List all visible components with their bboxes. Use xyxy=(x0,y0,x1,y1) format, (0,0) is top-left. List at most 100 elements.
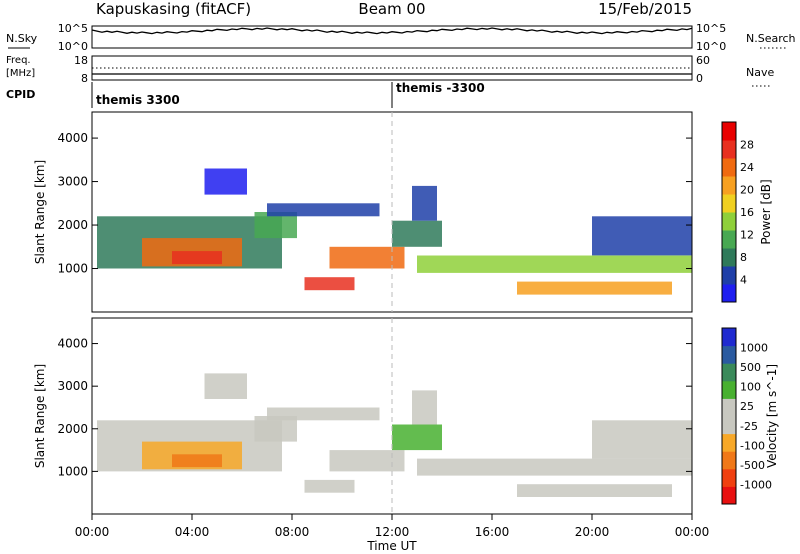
power-heatmap xyxy=(97,168,692,295)
power-colorbar-label: Power [dB] xyxy=(759,179,773,244)
velocity-colorbar-swatch xyxy=(722,433,736,452)
power-colorbar-tick: 8 xyxy=(740,251,747,264)
velocity-cell xyxy=(517,484,672,497)
power-y-tick-label: 1000 xyxy=(57,262,88,276)
velocity-colorbar-swatch xyxy=(722,328,736,347)
nsky-panel xyxy=(91,25,693,49)
power-cell xyxy=(204,168,247,195)
velocity-colorbar-swatch xyxy=(722,486,736,505)
power-cell xyxy=(172,251,222,265)
power-colorbar-tick: 20 xyxy=(740,184,754,197)
velocity-cell xyxy=(412,390,437,425)
x-tick-label: 00:00 xyxy=(675,525,710,539)
power-colorbar-swatch xyxy=(722,212,736,231)
velocity-cell xyxy=(304,479,355,493)
velocity-colorbar-swatch xyxy=(722,380,736,399)
power-cell xyxy=(412,185,437,221)
power-colorbar: 4 8 12 16 20 24 28 xyxy=(721,121,754,303)
velocity-heatmap xyxy=(97,373,692,497)
velocity-colorbar-tick: -25 xyxy=(740,420,758,433)
velocity-y-tick-label: 4000 xyxy=(57,337,88,351)
velocity-y-tick-label: 3000 xyxy=(57,379,88,393)
date-title: 15/Feb/2015 xyxy=(598,0,692,18)
power-colorbar-swatch xyxy=(722,194,736,213)
power-colorbar-swatch xyxy=(722,176,736,195)
freq-label: Freq. xyxy=(6,55,31,66)
cpid-entry-1: themis 3300 xyxy=(96,93,180,107)
power-colorbar-tick: 24 xyxy=(740,161,754,174)
power-cell xyxy=(304,277,355,291)
power-cell xyxy=(592,216,692,256)
velocity-colorbar-swatch xyxy=(722,468,736,487)
cpid-label: CPID xyxy=(6,88,35,101)
power-colorbar-swatch xyxy=(722,266,736,285)
velocity-colorbar-tick: -1000 xyxy=(740,478,772,491)
nsearch-tick-high: 10^5 xyxy=(696,22,726,35)
velocity-colorbar-tick: 500 xyxy=(740,361,761,374)
x-tick-label: 16:00 xyxy=(475,525,510,539)
power-cell xyxy=(417,255,692,273)
velocity-colorbar-swatch xyxy=(722,363,736,382)
power-cell xyxy=(392,220,442,247)
power-cell xyxy=(517,281,672,295)
velocity-cell xyxy=(329,450,405,472)
velocity-y-axis: 1000 2000 3000 4000 xyxy=(57,337,692,478)
velocity-colorbar-tick: -100 xyxy=(740,439,765,452)
velocity-colorbar-swatch xyxy=(722,451,736,470)
power-colorbar-swatch xyxy=(722,158,736,177)
freq-tick-low: 8 xyxy=(81,72,88,85)
power-colorbar-swatch xyxy=(722,284,736,303)
velocity-colorbar-label: Velocity [m s^-1] xyxy=(765,364,779,468)
velocity-y-tick-label: 2000 xyxy=(57,422,88,436)
power-colorbar-tick: 4 xyxy=(740,274,747,287)
x-axis: 00:00 04:00 08:00 12:00 16:00 20:00 00:00 xyxy=(75,514,710,539)
power-colorbar-tick: 16 xyxy=(740,206,754,219)
power-colorbar-swatch xyxy=(722,122,736,141)
power-cell xyxy=(267,203,380,217)
x-tick-label: 20:00 xyxy=(575,525,610,539)
power-colorbar-tick: 28 xyxy=(740,139,754,152)
power-cell xyxy=(329,246,405,269)
velocity-y-tick-label: 1000 xyxy=(57,464,88,478)
power-colorbar-swatch xyxy=(722,230,736,249)
x-tick-label: 12:00 xyxy=(375,525,410,539)
nsearch-tick-low: 10^0 xyxy=(696,40,726,53)
station-title: Kapuskasing (fitACF) xyxy=(96,0,251,18)
velocity-colorbar-swatch xyxy=(722,398,736,417)
velocity-colorbar-tick: 25 xyxy=(740,400,754,413)
velocity-cell xyxy=(204,373,247,399)
nsky-line xyxy=(91,27,693,35)
power-y-tick-label: 4000 xyxy=(57,131,88,145)
power-colorbar-tick: 12 xyxy=(740,229,754,242)
velocity-cell xyxy=(172,454,222,468)
x-tick-label: 00:00 xyxy=(75,525,110,539)
nsky-tick-high: 10^5 xyxy=(58,22,88,35)
x-tick-label: 04:00 xyxy=(175,525,210,539)
velocity-colorbar-tick: -500 xyxy=(740,459,765,472)
velocity-colorbar-tick: 1000 xyxy=(740,342,768,355)
power-y-tick-label: 2000 xyxy=(57,218,88,232)
power-colorbar-frame xyxy=(721,121,737,303)
nsky-label: N.Sky xyxy=(6,32,38,45)
nave-tick-high: 60 xyxy=(696,54,710,67)
freq-unit: [MHz] xyxy=(6,68,35,79)
velocity-colorbar-swatch xyxy=(722,345,736,364)
power-cell xyxy=(254,212,297,239)
nsky-trace xyxy=(91,27,693,35)
nave-label: Nave xyxy=(746,66,774,79)
cpid-entry-2: themis -3300 xyxy=(396,81,485,95)
power-y-label: Slant Range [km] xyxy=(33,160,47,264)
velocity-cell xyxy=(417,458,692,476)
velocity-colorbar-tick: 100 xyxy=(740,381,761,394)
freq-tick-high: 18 xyxy=(74,54,88,67)
beam-title: Beam 00 xyxy=(358,0,425,18)
power-colorbar-swatch xyxy=(722,140,736,159)
velocity-cell xyxy=(267,407,380,421)
power-colorbar-swatch xyxy=(722,248,736,267)
velocity-colorbar: -1000 -500 -100 -25 25 100 500 1000 xyxy=(721,327,772,505)
x-tick-label: 08:00 xyxy=(275,525,310,539)
nave-tick-low: 0 xyxy=(696,72,703,85)
velocity-cell xyxy=(392,424,442,451)
nsky-tick-low: 10^0 xyxy=(58,40,88,53)
